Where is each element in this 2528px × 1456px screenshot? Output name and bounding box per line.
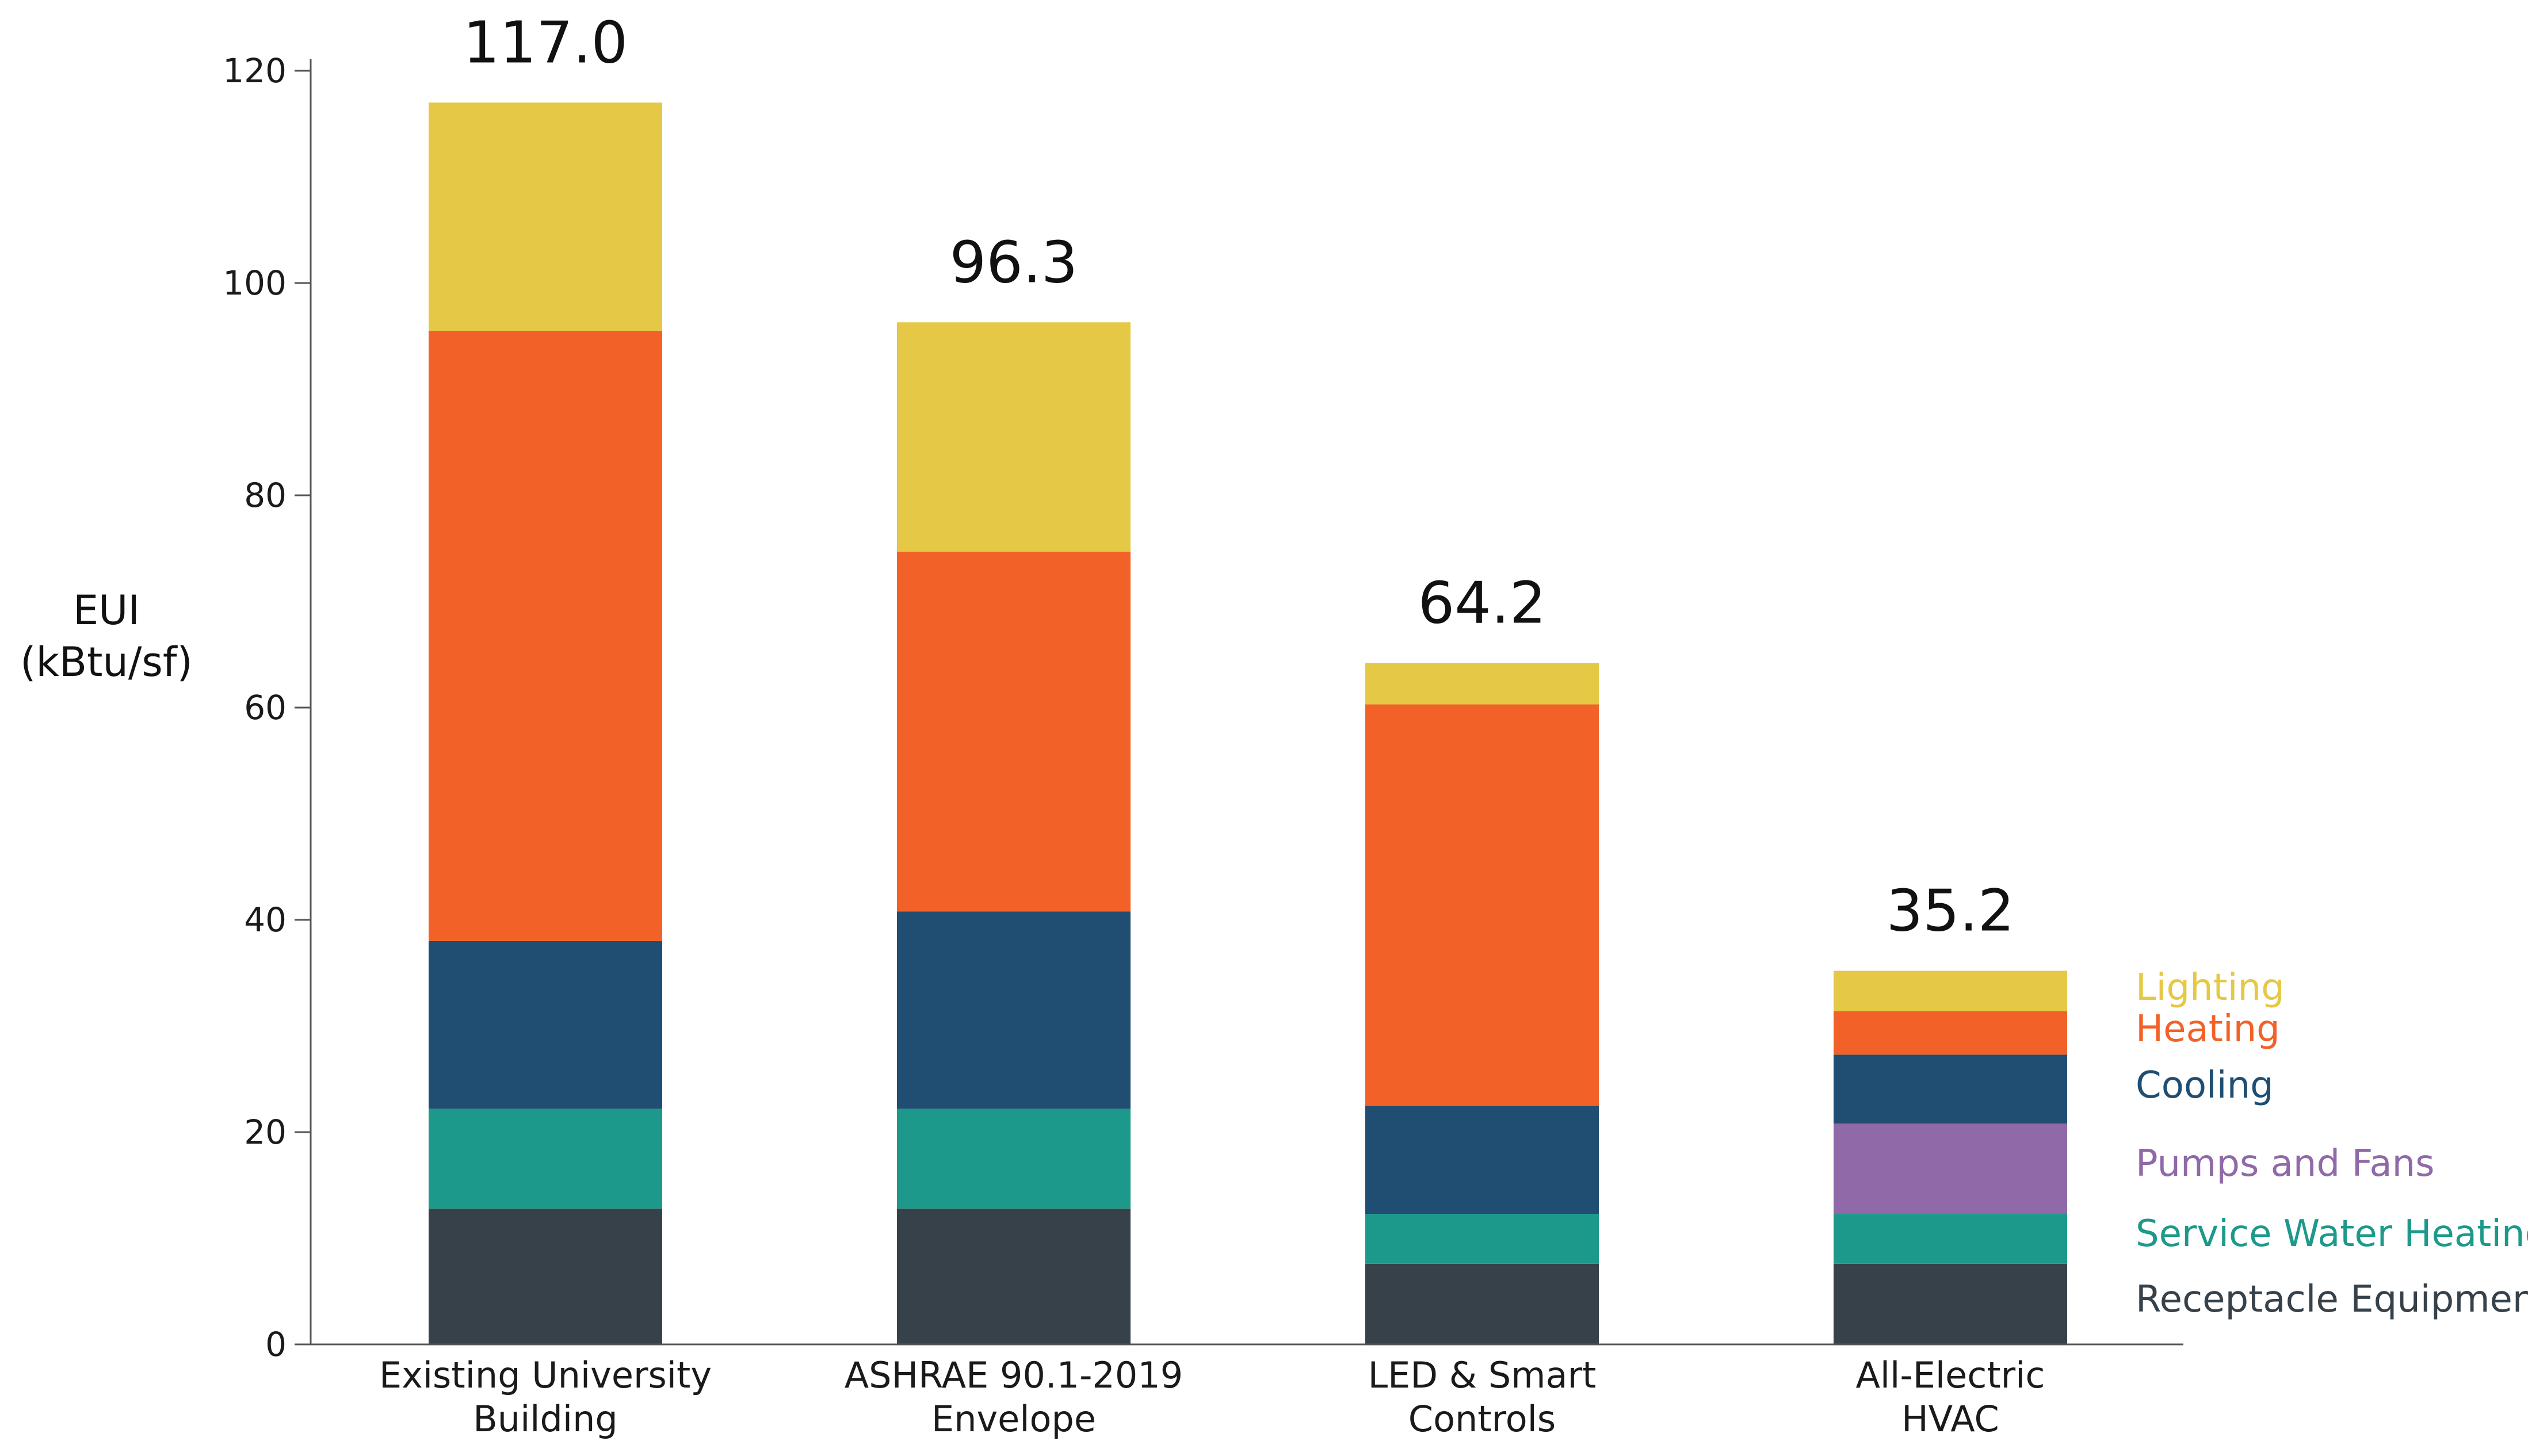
bar-segment-service-water-heating: [429, 1109, 662, 1209]
bar-segment-receptacle-equipment: [1834, 1263, 2067, 1344]
bar-segment-heating: [429, 331, 662, 941]
bar-segment-cooling: [429, 941, 662, 1109]
bar-segment-service-water-heating: [1365, 1214, 1599, 1264]
bar-total-label: 117.0: [463, 9, 628, 76]
x-tick-label: Building: [473, 1398, 618, 1440]
y-tick-label: 80: [244, 476, 287, 515]
y-axis: 0 20 40 60 80 100 120: [223, 51, 312, 1364]
bar-segment-pumps-and-fans: [1834, 1123, 2067, 1214]
bar-stacks: [429, 102, 2067, 1344]
bar-total-label: 96.3: [950, 228, 1078, 296]
x-tick-label: Existing University: [379, 1354, 712, 1396]
bar-segment-cooling: [897, 911, 1131, 1109]
legend-entry: Pumps and Fans: [2136, 1142, 2435, 1185]
bar-segment-cooling: [1834, 1054, 2067, 1124]
legend: Receptacle Equipment Service Water Heatin…: [2136, 966, 2528, 1321]
legend-entry: Receptacle Equipment: [2136, 1278, 2528, 1321]
x-tick-label: ASHRAE 90.1-2019: [845, 1354, 1183, 1396]
bar-stack: [1834, 970, 2067, 1344]
x-tick-label: HVAC: [1901, 1398, 1999, 1440]
legend-entry: Lighting: [2136, 966, 2285, 1009]
bar-segment-service-water-heating: [897, 1109, 1131, 1209]
bar-segment-receptacle-equipment: [429, 1208, 662, 1344]
legend-entry: Service Water Heating: [2136, 1213, 2528, 1255]
bar-segment-receptacle-equipment: [1365, 1263, 1599, 1344]
y-tick-label: 40: [244, 900, 287, 939]
x-tick-label: Envelope: [931, 1398, 1096, 1440]
bar-segment-heating: [897, 551, 1131, 912]
x-tick-label: Controls: [1408, 1398, 1556, 1440]
legend-entry: Heating: [2136, 1008, 2280, 1050]
y-axis-title-line-2: (kBtu/sf): [20, 639, 193, 686]
y-tick-label: 60: [244, 688, 287, 727]
bar-segment-heating: [1365, 704, 1599, 1106]
y-axis-title: EUI (kBtu/sf): [20, 587, 193, 686]
bar-segment-cooling: [1365, 1105, 1599, 1214]
bar-stack: [897, 322, 1131, 1344]
bar-segment-lighting: [897, 322, 1131, 552]
y-tick-label: 0: [265, 1325, 287, 1364]
bar-stack: [429, 102, 662, 1344]
y-tick-label: 20: [244, 1113, 287, 1152]
bar-segment-service-water-heating: [1834, 1214, 2067, 1264]
bar-total-label: 35.2: [1887, 877, 2015, 945]
y-tick-label: 100: [223, 263, 287, 303]
total-labels: 117.0 96.3 64.2 35.2: [463, 9, 2014, 944]
y-tick-label: 120: [223, 51, 287, 90]
bar-segment-receptacle-equipment: [897, 1208, 1131, 1344]
x-tick-label: LED & Smart: [1368, 1354, 1597, 1396]
bar-segment-lighting: [1365, 663, 1599, 705]
y-axis-title-line-1: EUI: [73, 587, 140, 634]
bar-segment-lighting: [429, 102, 662, 331]
x-tick-label: All-Electric: [1856, 1354, 2045, 1396]
legend-entry: Cooling: [2136, 1064, 2274, 1107]
bar-total-label: 64.2: [1418, 570, 1546, 637]
bar-segment-lighting: [1834, 970, 2067, 1011]
bar-stack: [1365, 663, 1599, 1344]
bar-segment-heating: [1834, 1011, 2067, 1055]
